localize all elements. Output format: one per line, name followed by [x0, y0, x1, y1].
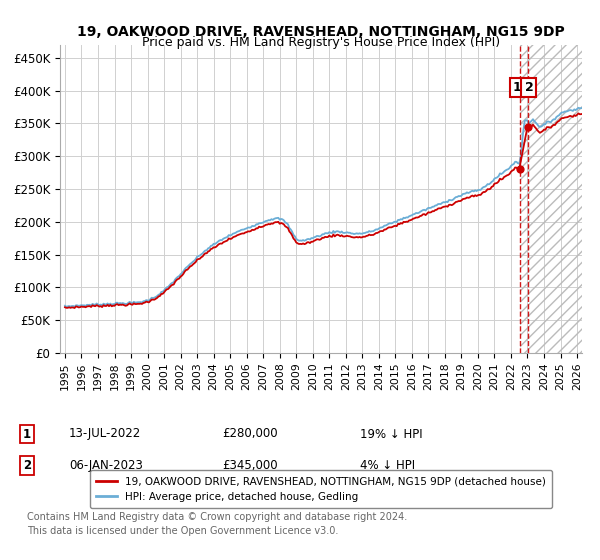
- Text: 19, OAKWOOD DRIVE, RAVENSHEAD, NOTTINGHAM, NG15 9DP: 19, OAKWOOD DRIVE, RAVENSHEAD, NOTTINGHA…: [77, 25, 565, 39]
- Point: [515, 165, 524, 174]
- Text: 2: 2: [524, 81, 533, 94]
- Text: Price paid vs. HM Land Registry's House Price Index (HPI): Price paid vs. HM Land Registry's House …: [142, 36, 500, 49]
- Bar: [520, 45, 582, 353]
- Text: 2: 2: [23, 459, 31, 473]
- Text: Contains HM Land Registry data © Crown copyright and database right 2024.
This d: Contains HM Land Registry data © Crown c…: [27, 512, 407, 536]
- Text: 19% ↓ HPI: 19% ↓ HPI: [360, 427, 422, 441]
- Text: £345,000: £345,000: [222, 459, 278, 473]
- Text: £280,000: £280,000: [222, 427, 278, 441]
- Legend: 19, OAKWOOD DRIVE, RAVENSHEAD, NOTTINGHAM, NG15 9DP (detached house), HPI: Avera: 19, OAKWOOD DRIVE, RAVENSHEAD, NOTTINGHA…: [90, 470, 552, 508]
- Text: 06-JAN-2023: 06-JAN-2023: [69, 459, 143, 473]
- Point: [523, 122, 533, 131]
- Text: 1: 1: [513, 81, 522, 94]
- Text: 1: 1: [23, 427, 31, 441]
- Text: 4% ↓ HPI: 4% ↓ HPI: [360, 459, 415, 473]
- Text: 13-JUL-2022: 13-JUL-2022: [69, 427, 141, 441]
